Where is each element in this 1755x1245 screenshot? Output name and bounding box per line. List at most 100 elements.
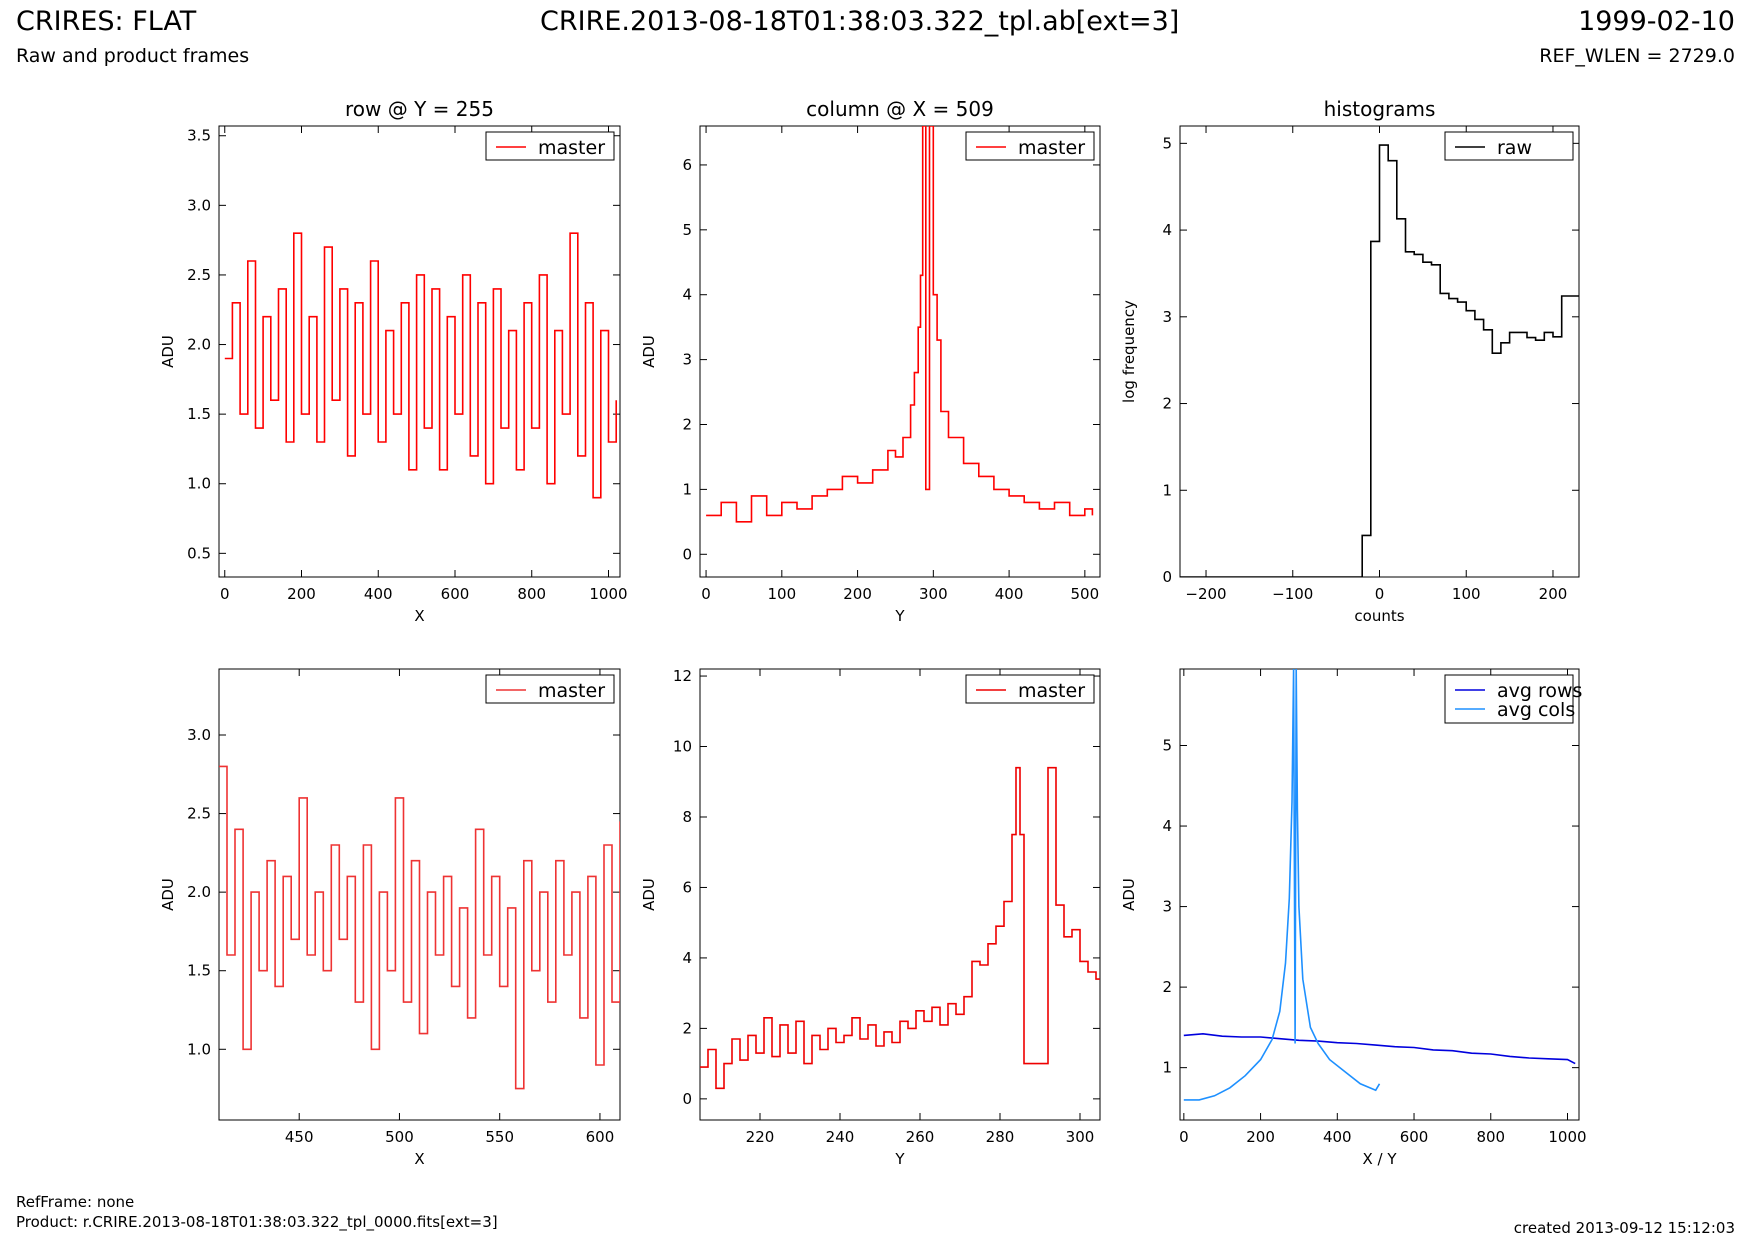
y-tick-label: 3.5 xyxy=(187,127,211,145)
y-tick-label: 3 xyxy=(1162,308,1172,326)
y-tick-label: 5 xyxy=(682,221,692,239)
chart-panel-5: 220 240 260 280 300 0 2 4 6 8 10 12 Y ADU master xyxy=(640,667,1101,1168)
y-axis-label: log frequency xyxy=(1120,300,1138,403)
legend-box xyxy=(965,131,1095,161)
footer-product: Product: r.CRIRE.2013-08-18T01:38:03.322… xyxy=(16,1213,498,1231)
x-tick-label: 0 xyxy=(701,585,711,603)
legend-label: master xyxy=(538,680,605,702)
x-tick-label: 220 xyxy=(746,1128,775,1146)
chart-panel-4: 450 500 550 600 1.0 1.5 2.0 2.5 3.0 X ADU master xyxy=(159,668,621,1168)
series-line-master xyxy=(219,765,620,1090)
y-tick-label: 6 xyxy=(682,878,692,896)
x-axis-label: Y xyxy=(894,1150,905,1168)
x-tick-label: 550 xyxy=(485,1128,514,1146)
y-tick-label: 1.5 xyxy=(187,405,211,423)
x-tick-label: 300 xyxy=(1066,1128,1095,1146)
ref-wlen: REF_WLEN = 2729.0 xyxy=(1539,45,1735,67)
chart-title: row @ Y = 255 xyxy=(345,97,494,121)
y-tick-label: 3.0 xyxy=(187,196,211,214)
chart-title: column @ X = 509 xyxy=(806,97,994,121)
x-tick-label: 800 xyxy=(517,585,546,603)
y-tick-label: 1.0 xyxy=(187,475,211,493)
figure-subtitle: Raw and product frames xyxy=(16,45,250,67)
x-tick-label: 400 xyxy=(364,585,393,603)
x-tick-label: 280 xyxy=(986,1128,1015,1146)
x-tick-label: 400 xyxy=(1323,1128,1352,1146)
x-tick-label: 200 xyxy=(1539,585,1568,603)
series-line-master xyxy=(224,232,617,499)
figure-filename: CRIRE.2013-08-18T01:38:03.322_tpl.ab[ext… xyxy=(540,6,1180,37)
legend-box xyxy=(965,674,1095,704)
legend-box xyxy=(1444,674,1574,724)
x-tick-label: 600 xyxy=(441,585,470,603)
x-tick-label: 400 xyxy=(995,585,1024,603)
y-tick-label: 0 xyxy=(1162,568,1172,586)
legend-label: avg rows xyxy=(1497,680,1582,702)
y-axis-label: ADU xyxy=(159,878,177,911)
x-axis-label: counts xyxy=(1354,607,1404,625)
y-tick-label: 0 xyxy=(682,1090,692,1108)
x-tick-label: 100 xyxy=(1452,585,1481,603)
x-axis-label: X xyxy=(414,1150,424,1168)
y-tick-label: 2.0 xyxy=(187,336,211,354)
legend-label: master xyxy=(1018,137,1085,159)
legend-label: master xyxy=(538,137,605,159)
y-tick-label: 0 xyxy=(682,545,692,563)
x-tick-label: 100 xyxy=(767,585,796,603)
y-tick-label: 4 xyxy=(1162,221,1172,239)
x-tick-label: 1000 xyxy=(1548,1128,1586,1146)
y-tick-label: 1 xyxy=(1162,481,1172,499)
x-tick-label: 1000 xyxy=(589,585,627,603)
figure-date: 1999-02-10 xyxy=(1578,6,1735,37)
legend-box xyxy=(1444,131,1574,161)
x-tick-label: 300 xyxy=(919,585,948,603)
legend-label: avg cols xyxy=(1497,699,1575,721)
y-tick-label: 8 xyxy=(682,808,692,826)
chart-panel-3: −200 −100 0 100 200 0 1 2 3 4 5 histograms counts log… xyxy=(1120,97,1580,625)
legend-label: master xyxy=(1018,680,1085,702)
x-tick-label: 500 xyxy=(385,1128,414,1146)
chart-title: histograms xyxy=(1324,97,1436,121)
x-tick-label: 200 xyxy=(1246,1128,1275,1146)
y-tick-label: 3.0 xyxy=(187,726,211,744)
y-axis-label: ADU xyxy=(640,878,658,911)
y-tick-label: 1.5 xyxy=(187,962,211,980)
series-line-avg-cols xyxy=(1183,669,1381,1101)
y-tick-label: 2.0 xyxy=(187,883,211,901)
figure-title: CRIRES: FLAT xyxy=(16,6,197,37)
x-tick-label: 0 xyxy=(220,585,230,603)
x-tick-label: 0 xyxy=(1375,585,1385,603)
x-tick-label: 0 xyxy=(1179,1128,1189,1146)
x-tick-label: 600 xyxy=(586,1128,615,1146)
y-axis-label: ADU xyxy=(640,335,658,368)
x-tick-label: 450 xyxy=(285,1128,314,1146)
axes-frame xyxy=(699,125,1101,578)
x-axis-label: X / Y xyxy=(1362,1150,1397,1168)
chart-panel-6: 0 200 400 600 800 1000 1 2 3 4 5 X / Y ADU avg rowsav… xyxy=(1120,668,1587,1168)
y-tick-label: 2.5 xyxy=(187,805,211,823)
y-tick-label: 2 xyxy=(682,1019,692,1037)
legend-box xyxy=(485,674,615,704)
y-tick-label: 2 xyxy=(1162,395,1172,413)
y-tick-label: 2 xyxy=(1162,978,1172,996)
y-tick-label: 6 xyxy=(682,156,692,174)
y-tick-label: 2 xyxy=(682,416,692,434)
y-tick-label: 3 xyxy=(1162,898,1172,916)
y-axis-label: ADU xyxy=(1120,878,1138,911)
x-tick-label: 200 xyxy=(287,585,316,603)
series-line-avg-rows xyxy=(1183,1032,1576,1065)
legend-box xyxy=(485,131,615,161)
series-line-master xyxy=(706,126,1094,523)
y-tick-label: 1 xyxy=(1162,1059,1172,1077)
y-tick-label: 4 xyxy=(682,949,692,967)
x-tick-label: 200 xyxy=(843,585,872,603)
y-axis-label: ADU xyxy=(159,335,177,368)
y-tick-label: 4 xyxy=(1162,817,1172,835)
x-tick-label: −200 xyxy=(1185,585,1226,603)
chart-panel-1: 0 200 400 600 800 1000 0.5 1.0 1.5 2.0 2.5 3.0 3.5 ro… xyxy=(159,97,628,625)
x-tick-label: 800 xyxy=(1476,1128,1505,1146)
y-tick-label: 12 xyxy=(673,667,692,685)
axes-frame xyxy=(699,668,1101,1121)
y-tick-label: 5 xyxy=(1162,134,1172,152)
